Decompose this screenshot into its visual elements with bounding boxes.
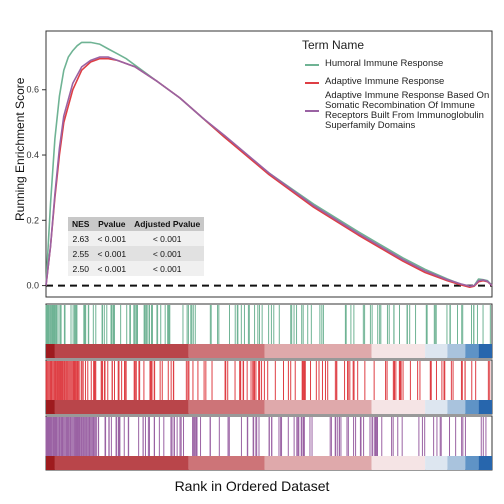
gene-hit-block	[47, 361, 79, 400]
legend-key-somatic	[305, 110, 319, 112]
stats-row: 2.63 < 0.001 < 0.001	[68, 231, 205, 246]
rank-heat-band	[478, 456, 492, 470]
rank-heat-band	[264, 400, 372, 414]
series-lines	[45, 41, 493, 289]
legend-label-somatic: Adaptive Immune Response Based On Somati…	[325, 90, 490, 131]
rank-heat-band	[371, 456, 426, 470]
rank-heat-band	[264, 456, 372, 470]
rank-heat-band	[447, 456, 466, 470]
stats-cell: < 0.001	[130, 261, 205, 276]
y-axis-ticks: 0.0 0.2 0.4 0.6	[26, 85, 46, 291]
gene-hit-block	[47, 305, 57, 344]
stats-row: 2.50 < 0.001 < 0.001	[68, 261, 205, 276]
stats-cell: < 0.001	[93, 231, 131, 246]
rank-heat-band	[46, 400, 55, 414]
stats-cell: < 0.001	[93, 246, 131, 261]
rank-heat-band	[371, 344, 426, 358]
stats-cell: 2.63	[68, 231, 94, 246]
rank-heat-band	[54, 400, 189, 414]
rank-heat-band	[465, 344, 479, 358]
stats-header: Adjusted Pvalue	[130, 217, 205, 231]
rank-heat-band	[425, 456, 448, 470]
rank-heat-band	[425, 344, 448, 358]
rank-heat-band	[54, 344, 189, 358]
stats-header-row: NES Pvalue Adjusted Pvalue	[68, 217, 205, 231]
legend-key-adaptive	[305, 82, 319, 84]
stats-header: NES	[68, 217, 94, 231]
legend-title: Term Name	[302, 38, 365, 52]
rank-heat-band	[447, 400, 466, 414]
legend-key-humoral	[305, 64, 319, 66]
rank-heat-band	[447, 344, 466, 358]
rank-heat-band	[478, 344, 492, 358]
y-tick-label: 0.6	[26, 85, 39, 95]
stats-row: 2.55 < 0.001 < 0.001	[68, 246, 205, 261]
rank-heat-band	[465, 400, 479, 414]
x-axis-label: Rank in Ordered Dataset	[174, 478, 330, 494]
stats-cell: < 0.001	[130, 246, 205, 261]
rank-heat-band	[425, 400, 448, 414]
stats-cell: < 0.001	[130, 231, 205, 246]
y-tick-label: 0.2	[26, 215, 39, 225]
stats-cell: 2.55	[68, 246, 94, 261]
y-tick-label: 0.4	[26, 150, 39, 160]
rank-heat-band	[46, 344, 55, 358]
rank-heat-band	[371, 400, 426, 414]
gene-hit-block	[47, 417, 97, 456]
rank-heat-band	[188, 400, 265, 414]
stats-header: Pvalue	[93, 217, 131, 231]
rank-heat-band	[188, 344, 265, 358]
stats-table: NES Pvalue Adjusted Pvalue 2.63 < 0.001 …	[68, 217, 205, 276]
y-tick-label: 0.0	[26, 281, 39, 291]
rank-heat-band	[46, 456, 55, 470]
legend-label-adaptive: Adaptive Immune Response	[325, 76, 445, 87]
y-axis-label: Running Enrichment Score	[13, 77, 27, 221]
legend-label-humoral: Humoral Immune Response	[325, 58, 444, 69]
rank-heat-band	[54, 456, 189, 470]
rank-heat-band	[478, 400, 492, 414]
rank-heat-band	[188, 456, 265, 470]
rank-heat-band	[264, 344, 372, 358]
hit-panels	[45, 303, 493, 471]
stats-cell: 2.50	[68, 261, 94, 276]
series-line-2	[45, 56, 493, 288]
rank-heat-band	[465, 456, 479, 470]
stats-cell: < 0.001	[93, 261, 131, 276]
